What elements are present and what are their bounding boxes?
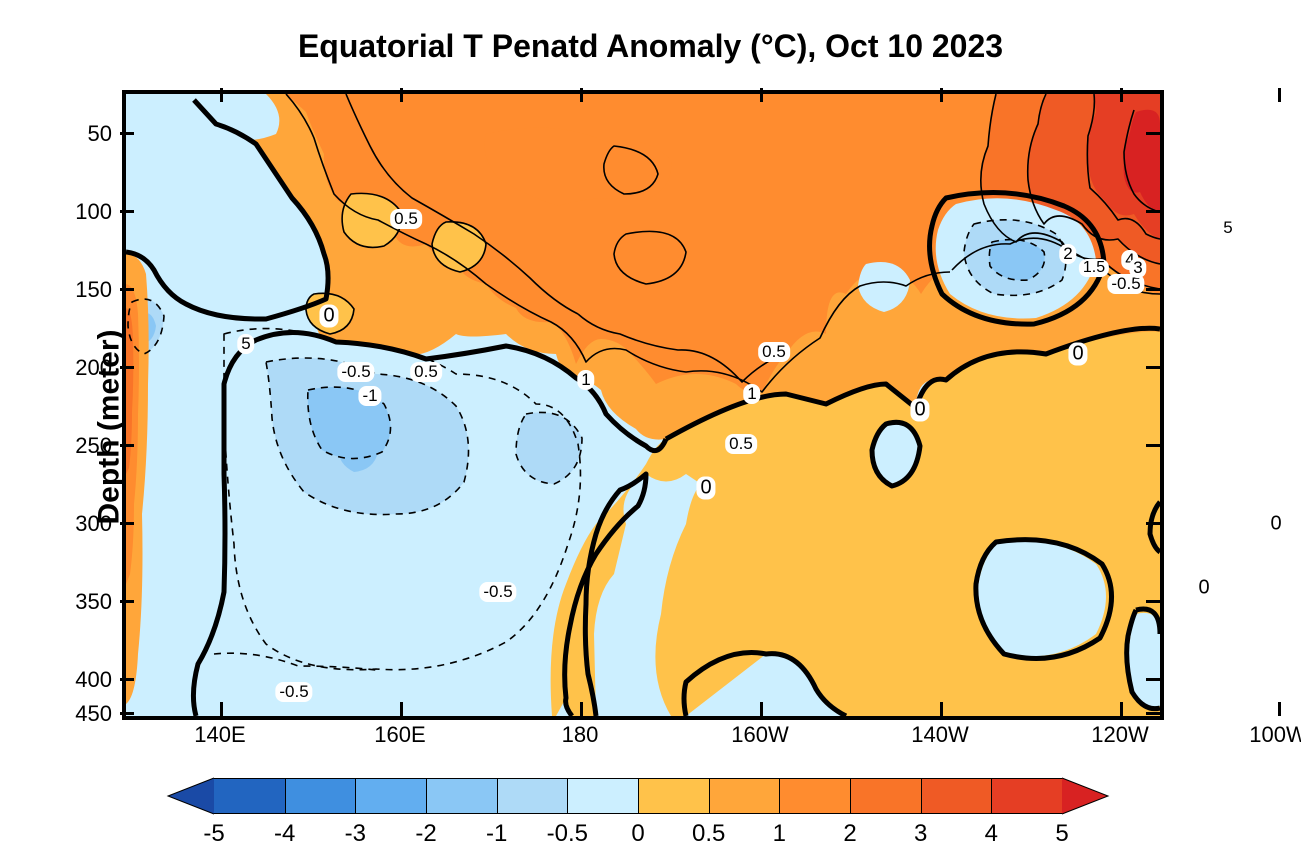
contour-label: 0 bbox=[696, 477, 715, 500]
x-tick: 120W bbox=[1080, 722, 1160, 748]
colorbar-labels: -5 -4 -3 -2 -1 -0.5 0 0.5 1 2 3 4 5 bbox=[0, 820, 1301, 850]
contour-label: 0.5 bbox=[758, 342, 790, 362]
colorbar-tick: -4 bbox=[274, 820, 295, 848]
contour-label: 0.5 bbox=[410, 362, 442, 382]
x-tick: 160W bbox=[720, 722, 800, 748]
colorbar-tick: 2 bbox=[843, 820, 856, 848]
contour-label: 0 bbox=[1266, 513, 1285, 536]
colorbar-tick: -2 bbox=[415, 820, 436, 848]
y-tick: 150 bbox=[64, 277, 112, 303]
contour-label: 0 bbox=[1068, 343, 1087, 366]
y-tick: 450 bbox=[64, 701, 112, 727]
x-tick: 180 bbox=[540, 722, 620, 748]
x-tick: 100W bbox=[1238, 722, 1301, 748]
y-tick: 250 bbox=[64, 433, 112, 459]
y-tick: 50 bbox=[64, 121, 112, 147]
x-tick: 160E bbox=[360, 722, 440, 748]
contour-label: 1 bbox=[577, 370, 594, 390]
contour-label: 0 bbox=[319, 305, 338, 328]
y-tick: 100 bbox=[64, 199, 112, 225]
colorbar-tick: -1 bbox=[486, 820, 507, 848]
plot-area: 0.505-0.5-10.51-0.500.50.5121.5-0.543500… bbox=[122, 90, 1164, 720]
y-tick: 200 bbox=[64, 355, 112, 381]
x-tick: 140W bbox=[900, 722, 980, 748]
colorbar-tick: 0 bbox=[631, 820, 644, 848]
colorbar-tick: 0.5 bbox=[692, 820, 725, 848]
contour-label: -0.5 bbox=[337, 362, 374, 382]
contour-label: 0 bbox=[1194, 577, 1213, 600]
contour-fills bbox=[126, 94, 1160, 716]
contour-label: -0.5 bbox=[479, 582, 516, 602]
colorbar-tick: -5 bbox=[203, 820, 224, 848]
contour-label: 1 bbox=[743, 384, 760, 404]
contour-label: 1.5 bbox=[1079, 259, 1109, 277]
colorbar-tick: 5 bbox=[1055, 820, 1068, 848]
contour-label: 0.5 bbox=[725, 434, 757, 454]
colorbar-tick: 3 bbox=[914, 820, 927, 848]
contour-lines bbox=[126, 94, 1160, 716]
y-tick: 300 bbox=[64, 511, 112, 537]
chart-title: Equatorial T Penatd Anomaly (°C), Oct 10… bbox=[0, 28, 1301, 65]
x-tick: 140E bbox=[180, 722, 260, 748]
contour-label: 0.5 bbox=[390, 209, 422, 229]
contour-label: -0.5 bbox=[275, 682, 312, 702]
colorbar-tick: 1 bbox=[773, 820, 786, 848]
contour-label: -1 bbox=[358, 386, 381, 406]
colorbar-tick: 4 bbox=[985, 820, 998, 848]
contour-label: 5 bbox=[1219, 218, 1236, 238]
contour-label: 3 bbox=[1129, 258, 1146, 278]
contour-label: 5 bbox=[237, 334, 254, 354]
contour-label: 0 bbox=[910, 399, 929, 422]
anomaly-cross-section: Equatorial T Penatd Anomaly (°C), Oct 10… bbox=[0, 0, 1301, 854]
contour-label: 2 bbox=[1059, 244, 1076, 264]
colorbar-tick: -3 bbox=[345, 820, 366, 848]
y-tick: 350 bbox=[64, 589, 112, 615]
colorbar-tick: -0.5 bbox=[547, 820, 588, 848]
y-tick: 400 bbox=[64, 667, 112, 693]
